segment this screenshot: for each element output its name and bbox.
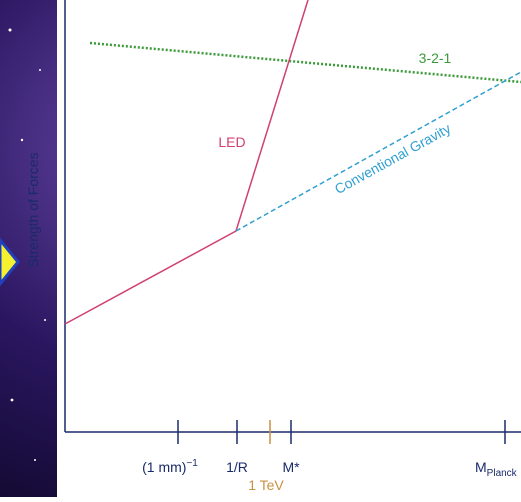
curve-label: LED: [218, 134, 245, 150]
axis-label: Strength of Forces: [25, 152, 41, 267]
tick-sup: −1: [186, 458, 198, 469]
page: 3-2-1 LED Conventional Gravity Strength …: [0, 0, 521, 497]
tick-label: 1/R: [226, 459, 248, 475]
tick-text: M: [475, 459, 487, 475]
tick-sub: Planck: [487, 468, 518, 479]
slide: 3-2-1 LED Conventional Gravity Strength …: [0, 0, 521, 497]
tick-label: M*: [282, 459, 300, 475]
diagram-panel: [57, 0, 521, 497]
curve-label: 3-2-1: [419, 50, 452, 66]
marker-label: 1 TeV: [248, 477, 284, 493]
tick-text: (1 mm): [142, 459, 186, 475]
